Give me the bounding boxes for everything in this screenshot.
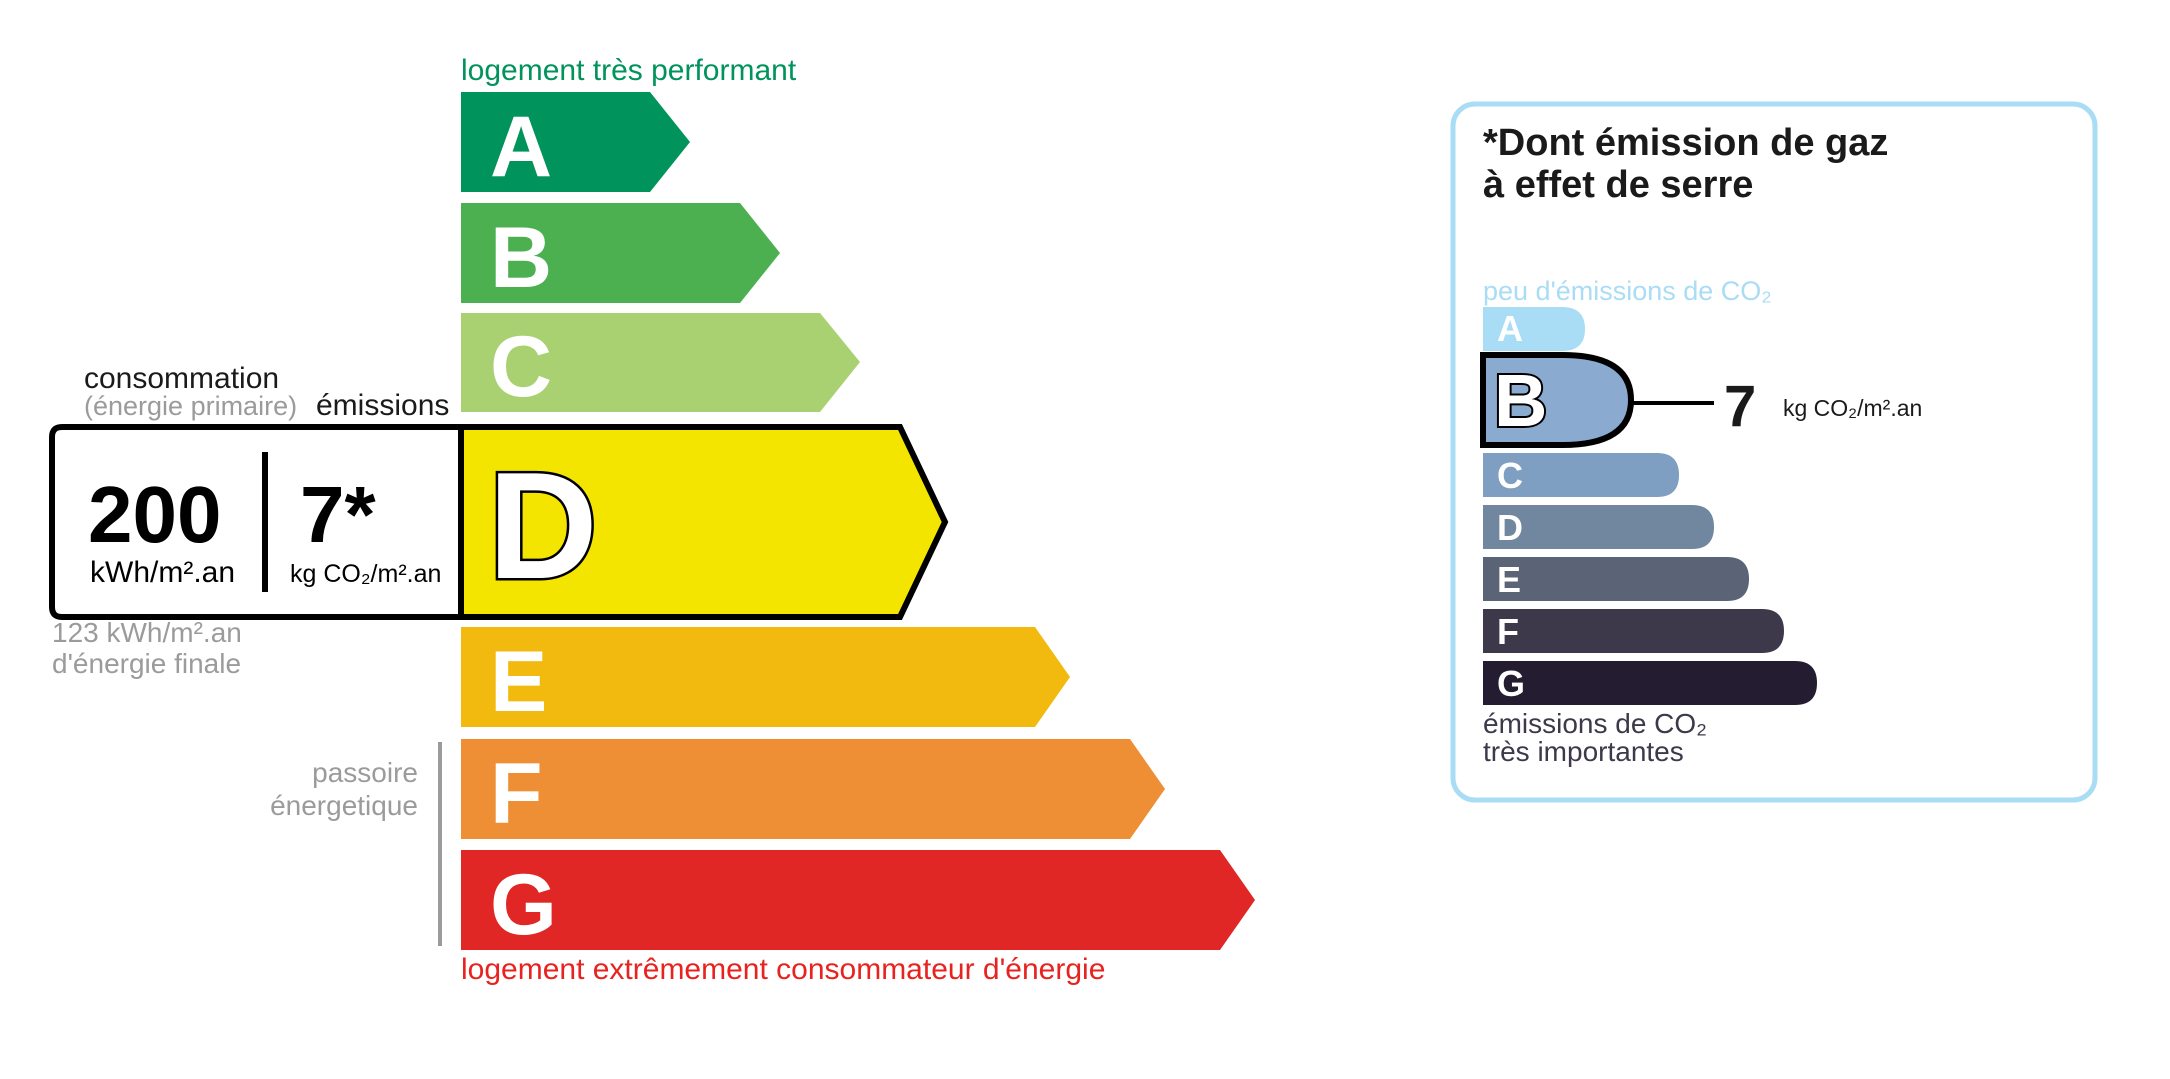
svg-text:logement extrêmement consommat: logement extrêmement consommateur d'éner… — [461, 953, 1105, 986]
svg-text:D: D — [488, 441, 598, 611]
svg-text:émissions: émissions — [316, 389, 449, 422]
svg-text:*Dont émission de gaz: *Dont émission de gaz — [1483, 122, 1888, 164]
svg-text:émissions de CO₂: émissions de CO₂ — [1483, 708, 1707, 739]
svg-text:(énergie primaire): (énergie primaire) — [84, 391, 297, 421]
svg-text:E: E — [1497, 559, 1521, 600]
svg-text:peu d'émissions de CO₂: peu d'émissions de CO₂ — [1483, 276, 1772, 306]
svg-text:passoire: passoire — [312, 757, 418, 788]
svg-text:A: A — [490, 99, 552, 195]
svg-text:énergetique: énergetique — [270, 790, 418, 821]
svg-text:C: C — [1497, 455, 1523, 496]
svg-text:200: 200 — [88, 470, 221, 559]
svg-text:7*: 7* — [300, 470, 376, 559]
svg-text:kg CO₂/m².an: kg CO₂/m².an — [1783, 395, 1922, 421]
svg-text:B: B — [1494, 359, 1547, 442]
svg-text:G: G — [1497, 663, 1525, 704]
svg-text:B: B — [490, 210, 552, 306]
svg-text:kWh/m².an: kWh/m².an — [90, 556, 235, 589]
svg-text:à effet de serre: à effet de serre — [1483, 164, 1753, 206]
svg-text:G: G — [490, 857, 557, 953]
svg-text:F: F — [1497, 611, 1519, 652]
svg-text:très importantes: très importantes — [1483, 736, 1684, 767]
svg-text:F: F — [490, 746, 543, 842]
svg-text:A: A — [1497, 308, 1523, 349]
svg-text:d'énergie finale: d'énergie finale — [52, 648, 241, 679]
svg-text:123 kWh/m².an: 123 kWh/m².an — [52, 617, 242, 648]
svg-text:C: C — [490, 319, 552, 415]
svg-text:7: 7 — [1724, 374, 1756, 439]
svg-text:kg CO₂/m².an: kg CO₂/m².an — [290, 560, 441, 588]
svg-text:E: E — [490, 634, 547, 730]
svg-text:D: D — [1497, 507, 1523, 548]
svg-text:logement très performant: logement très performant — [461, 54, 797, 87]
